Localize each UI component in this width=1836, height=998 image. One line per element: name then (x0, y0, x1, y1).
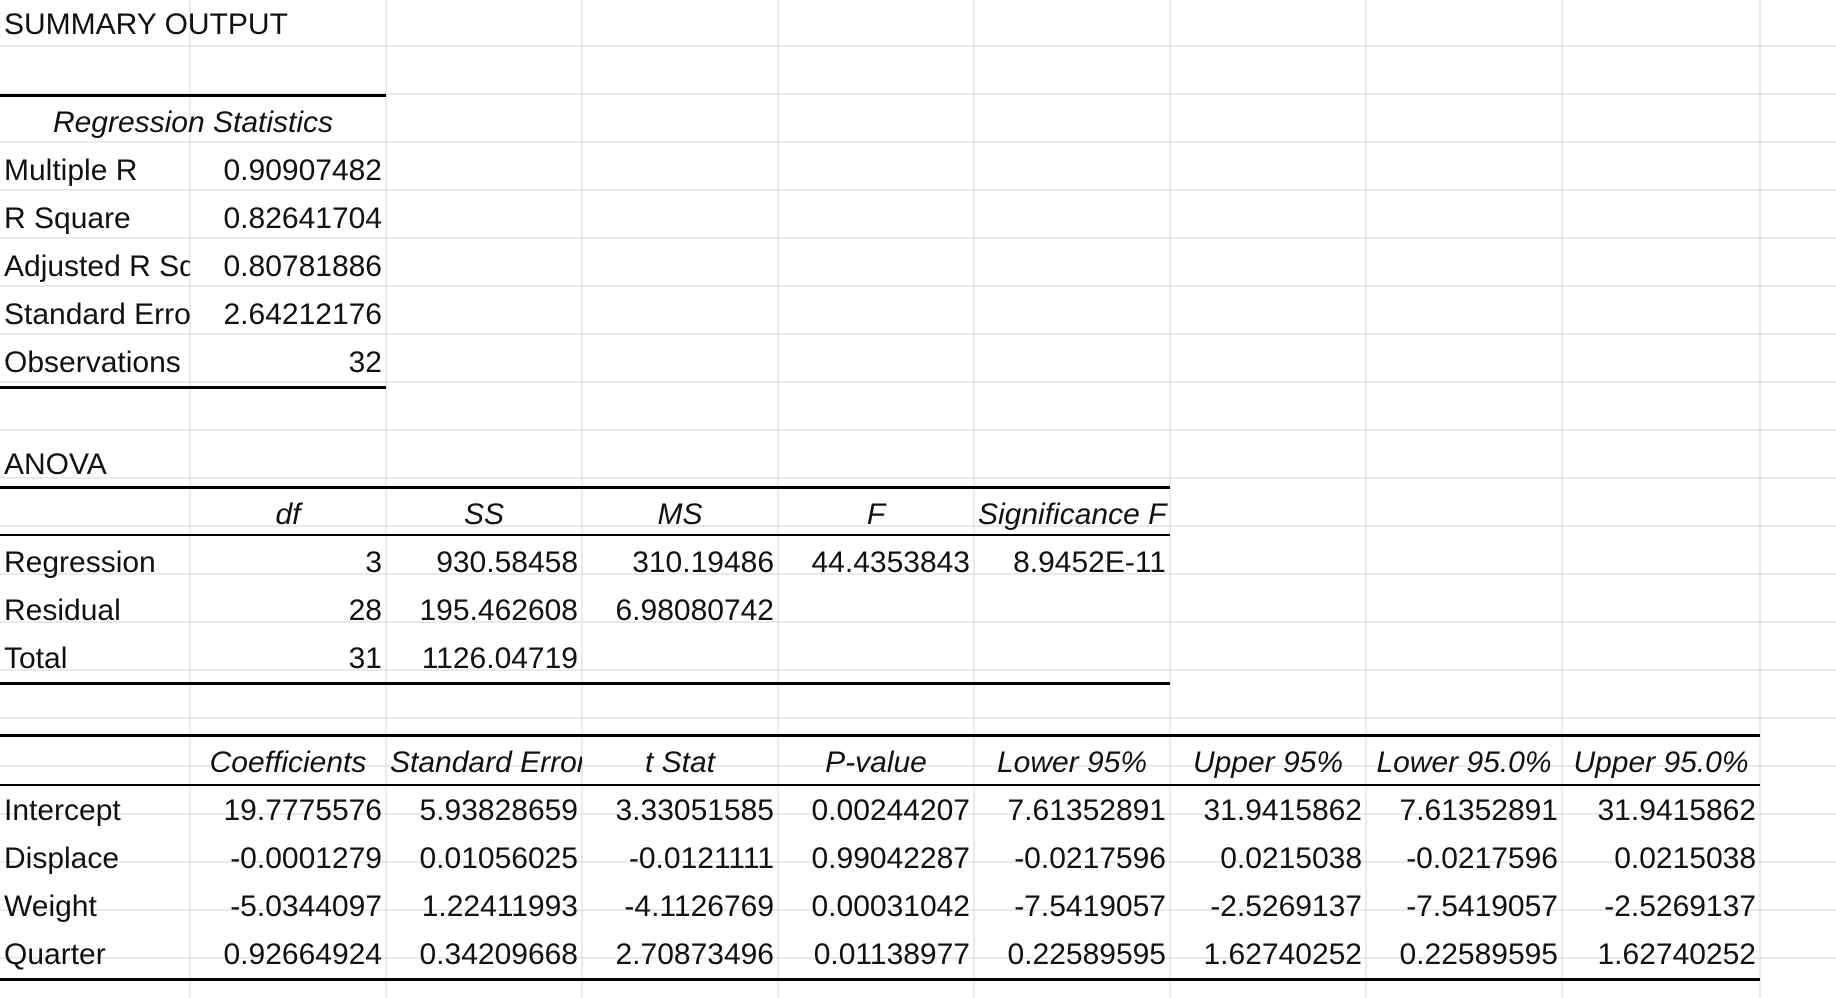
coef-cell[interactable]: 0.34209668 (419, 938, 579, 971)
coef-header-cell[interactable]: t Stat (644, 746, 716, 779)
coef-header-cell[interactable]: Standard Error (390, 746, 582, 779)
coef-cell[interactable]: 19.7775576 (223, 794, 383, 827)
coef-cell[interactable]: 0.01056025 (419, 842, 579, 875)
regstat-label[interactable]: Multiple R (4, 154, 138, 187)
anova-row-label[interactable]: Residual (4, 594, 121, 627)
coef-cell[interactable]: -2.5269137 (1604, 890, 1756, 923)
coef-cell[interactable]: 1.62740252 (1203, 938, 1363, 971)
anova-bottom-rule (0, 682, 1170, 685)
coef-cell[interactable]: 1.62740252 (1597, 938, 1757, 971)
anova-header-rule (0, 534, 1170, 536)
coef-row-label[interactable]: Intercept (4, 794, 121, 827)
coef-header-cell[interactable]: P-value (825, 746, 927, 779)
regstats-bottom-rule (0, 386, 386, 389)
anova-cell[interactable]: 310.19486 (632, 546, 774, 579)
coef-cell[interactable]: 1.22411993 (421, 890, 578, 923)
anova-cell[interactable]: 1126.04719 (421, 642, 578, 675)
regstat-value[interactable]: 0.82641704 (223, 202, 383, 235)
regstat-label[interactable]: Standard Error (4, 298, 190, 331)
coef-cell[interactable]: 3.33051585 (615, 794, 775, 827)
anova-cell[interactable]: 930.58458 (436, 546, 578, 579)
coef-cell[interactable]: -7.5419057 (1014, 890, 1166, 923)
regstats-top-rule (0, 94, 386, 97)
anova-cell[interactable]: 8.9452E-11 (1013, 546, 1166, 579)
regression-statistics-header[interactable]: Regression Statistics (52, 106, 334, 139)
coef-cell[interactable]: -4.1126769 (624, 890, 774, 923)
coef-row-label[interactable]: Displace (4, 842, 120, 875)
anova-cell[interactable]: 6.98080742 (615, 594, 775, 627)
regstat-label[interactable]: Adjusted R Sq (4, 250, 190, 283)
coef-cell[interactable]: 0.92664924 (223, 938, 383, 971)
coef-cell[interactable]: -0.0001279 (230, 842, 382, 875)
anova-cell[interactable]: 3 (365, 546, 382, 579)
coef-header-rule (0, 784, 1760, 786)
coef-row-label[interactable]: Quarter (4, 938, 106, 971)
coef-cell[interactable]: 31.9415862 (1597, 794, 1757, 827)
coef-header-cell[interactable]: Lower 95.0% (1376, 746, 1552, 779)
summary-title[interactable]: SUMMARY OUTPUT (4, 8, 288, 41)
coef-cell[interactable]: -0.0121111 (628, 842, 774, 875)
coef-cell[interactable]: 0.99042287 (811, 842, 971, 875)
coef-cell[interactable]: 0.00031042 (811, 890, 971, 923)
coef-bottom-rule (0, 978, 1760, 981)
coef-top-rule (0, 734, 1760, 737)
coef-header-cell[interactable]: Upper 95.0% (1573, 746, 1749, 779)
regstat-value[interactable]: 2.64212176 (223, 298, 383, 331)
coef-cell[interactable]: 0.01138977 (813, 938, 970, 971)
anova-cell[interactable]: 31 (348, 642, 382, 675)
anova-top-rule (0, 486, 1170, 489)
anova-row-label[interactable]: Total (4, 642, 68, 675)
regstat-value[interactable]: 0.80781886 (223, 250, 383, 283)
regstat-label[interactable]: Observations (4, 346, 181, 379)
coef-cell[interactable]: 0.22589595 (1399, 938, 1559, 971)
anova-cell[interactable]: 195.462608 (419, 594, 579, 627)
coef-cell[interactable]: -5.0344097 (230, 890, 382, 923)
coef-cell[interactable]: 0.0215038 (1220, 842, 1362, 875)
coef-cell[interactable]: 5.93828659 (419, 794, 579, 827)
anova-header-cell[interactable]: df (275, 498, 301, 531)
anova-cell[interactable]: 44.4353843 (811, 546, 971, 579)
coef-cell[interactable]: 0.22589595 (1007, 938, 1167, 971)
coef-cell[interactable]: 0.0215038 (1614, 842, 1756, 875)
coef-row-label[interactable]: Weight (4, 890, 97, 923)
coef-cell[interactable]: -2.5269137 (1210, 890, 1362, 923)
coef-cell[interactable]: 7.61352891 (1399, 794, 1559, 827)
coef-cell[interactable]: 7.61352891 (1007, 794, 1167, 827)
anova-header-cell[interactable]: SS (463, 498, 505, 531)
coef-cell[interactable]: -7.5419057 (1406, 890, 1558, 923)
regstat-label[interactable]: R Square (4, 202, 131, 235)
anova-header-cell[interactable]: MS (657, 498, 703, 531)
coef-header-cell[interactable]: Lower 95% (996, 746, 1148, 779)
coef-header-cell[interactable]: Coefficients (209, 746, 367, 779)
regstat-value[interactable]: 0.90907482 (223, 154, 383, 187)
coef-cell[interactable]: 2.70873496 (615, 938, 775, 971)
coef-cell[interactable]: 0.00244207 (811, 794, 971, 827)
coef-header-cell[interactable]: Upper 95% (1192, 746, 1344, 779)
coef-cell[interactable]: -0.0217596 (1406, 842, 1558, 875)
regstat-value[interactable]: 32 (348, 346, 382, 379)
coef-cell[interactable]: 31.9415862 (1203, 794, 1363, 827)
anova-header-cell[interactable]: F (866, 498, 886, 531)
anova-row-label[interactable]: Regression (4, 546, 156, 579)
coef-cell[interactable]: -0.0217596 (1014, 842, 1166, 875)
anova-title[interactable]: ANOVA (4, 448, 107, 481)
anova-header-cell[interactable]: Significance F (978, 498, 1167, 531)
anova-cell[interactable]: 28 (348, 594, 382, 627)
